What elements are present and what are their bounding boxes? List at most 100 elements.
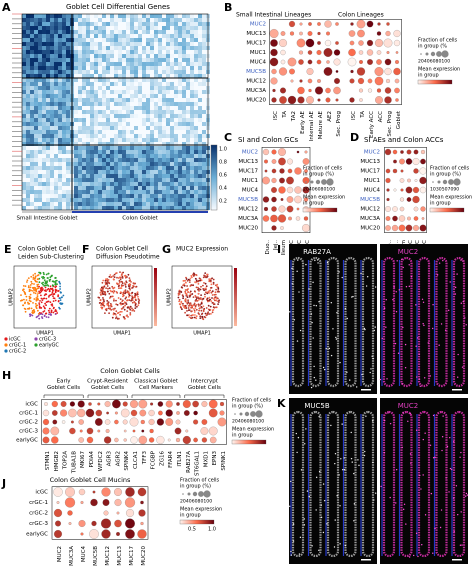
signal <box>398 289 401 291</box>
row-label: MUC2 <box>364 150 380 156</box>
heatmap-cell <box>98 114 102 118</box>
dot <box>359 98 363 102</box>
heatmap-cell <box>198 34 202 38</box>
heatmap-cell <box>130 198 134 202</box>
signal <box>333 546 336 548</box>
heatmap-cell <box>130 118 134 122</box>
dot <box>80 501 84 504</box>
dot <box>201 419 208 425</box>
heatmap-cell <box>126 58 130 62</box>
dot <box>192 400 199 408</box>
heatmap-cell <box>34 202 38 206</box>
heatmap-cell <box>142 126 146 130</box>
cell-point <box>22 304 24 307</box>
heatmap-cell <box>198 162 202 166</box>
heatmap-cell <box>74 90 78 94</box>
heatmap-cell <box>174 62 178 66</box>
heatmap-cell <box>198 30 202 34</box>
heatmap-cell <box>90 166 94 170</box>
dot <box>356 19 366 29</box>
dot <box>367 78 373 84</box>
heatmap-cell <box>82 86 86 90</box>
cell-point <box>199 288 202 291</box>
dot <box>116 532 120 536</box>
heatmap-cell <box>146 190 150 194</box>
heatmap-cell <box>122 134 126 138</box>
crypt <box>309 256 322 388</box>
heatmap-cell <box>78 110 82 114</box>
heatmap-cell <box>86 142 90 146</box>
heatmap-cell <box>154 78 158 82</box>
colorbar <box>417 79 453 85</box>
heatmap-cell <box>166 74 170 78</box>
cell-point <box>118 317 120 320</box>
heatmap-cell <box>194 66 198 70</box>
heatmap-cell <box>34 130 38 134</box>
dot <box>280 49 286 56</box>
signal <box>404 343 407 346</box>
row-label: icGC <box>25 402 38 408</box>
heatmap-cell <box>150 50 154 54</box>
heatmap-cell <box>202 70 206 74</box>
panel-title: MUC2 Expression <box>176 246 228 253</box>
signal <box>335 336 337 339</box>
cell-point <box>137 298 140 300</box>
cell-point <box>61 296 63 299</box>
heatmap-cell <box>146 70 150 74</box>
heatmap-cell <box>142 190 146 194</box>
cell-point <box>112 287 115 290</box>
cell-point <box>194 305 197 307</box>
heatmap-cell <box>54 126 58 130</box>
cell-point <box>215 297 218 300</box>
panel-label: E <box>4 243 12 256</box>
heatmap-cell <box>130 186 134 190</box>
cell-point <box>105 309 108 312</box>
heatmap-cell <box>58 46 62 50</box>
heatmap-cell <box>30 162 34 166</box>
cell-point <box>31 314 34 317</box>
scale-bar <box>452 559 462 561</box>
heatmap-cell <box>86 98 90 102</box>
heatmap-cell <box>154 122 158 126</box>
cell-point <box>184 305 187 307</box>
dot <box>114 419 119 425</box>
heatmap-cell <box>22 58 26 62</box>
heatmap-cell <box>46 158 50 162</box>
heatmap-cell <box>46 202 50 206</box>
legend-title: in group (% <box>418 44 447 50</box>
heatmap-cell <box>158 78 162 82</box>
heatmap-cell <box>174 94 178 98</box>
dot <box>395 51 399 54</box>
heatmap-cell <box>102 142 106 146</box>
heatmap-cell <box>38 154 42 158</box>
heatmap-cell <box>194 122 198 126</box>
dot <box>262 176 270 185</box>
heatmap-cell <box>50 126 54 130</box>
row-label: MUC17 <box>238 169 258 175</box>
heatmap-cell <box>186 94 190 98</box>
dot <box>384 58 392 66</box>
heatmap-cell <box>26 174 30 178</box>
heatmap-cell <box>50 74 54 78</box>
heatmap-cell <box>190 18 194 22</box>
heatmap-cell <box>142 138 146 142</box>
heatmap-cell <box>178 178 182 182</box>
dot <box>106 411 109 415</box>
heatmap-cell <box>182 114 186 118</box>
heatmap-cell <box>202 202 206 206</box>
dot <box>349 97 355 103</box>
heatmap-cell <box>158 50 162 54</box>
heatmap-cell <box>30 70 34 74</box>
heatmap-cell <box>158 38 162 42</box>
heatmap-cell <box>142 114 146 118</box>
cell-point <box>116 276 118 279</box>
cell-point <box>135 299 137 301</box>
cell-point <box>213 303 216 305</box>
cell-point <box>27 286 30 289</box>
cell-point <box>188 295 191 298</box>
heatmap-cell <box>142 198 146 202</box>
heatmap-cell <box>110 114 114 118</box>
heatmap-cell <box>126 182 130 186</box>
heatmap-cell <box>30 14 34 18</box>
heatmap-cell <box>50 174 54 178</box>
